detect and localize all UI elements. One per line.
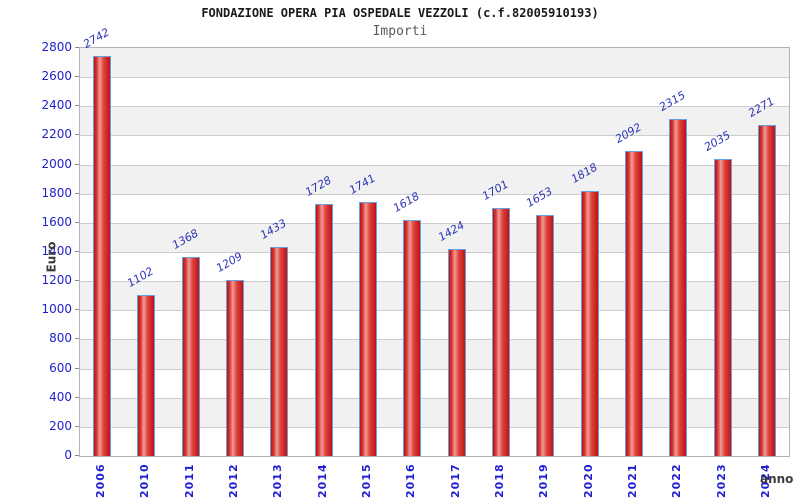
chart-subtitle: Importi: [372, 24, 428, 39]
y-tick-label: 2000: [41, 156, 72, 171]
bar: [181, 256, 200, 456]
y-tick-mark: [75, 396, 79, 398]
bar: [137, 295, 156, 456]
bar: [93, 56, 112, 456]
x-tick-label: 2022: [670, 463, 684, 498]
y-tick-mark: [75, 221, 79, 223]
x-tick-label: 2015: [360, 463, 374, 498]
x-tick-label: 2020: [581, 463, 595, 498]
y-tick-mark: [75, 455, 79, 456]
y-tick-label: 800: [49, 331, 72, 346]
x-tick-label: 2017: [448, 463, 462, 498]
x-axis-title: anno: [760, 472, 794, 486]
gridline: [80, 281, 789, 283]
y-tick-mark: [75, 367, 79, 369]
bar: [270, 247, 289, 456]
y-tick-mark: [75, 47, 79, 48]
bar: [403, 220, 422, 456]
gridline: [80, 193, 789, 195]
background-band: [80, 48, 789, 78]
gridline: [80, 426, 789, 428]
y-tick-label: 1000: [41, 302, 72, 317]
gridline: [80, 368, 789, 370]
y-tick-label: 0: [64, 448, 72, 462]
y-tick-label: 200: [49, 418, 72, 433]
bar: [669, 118, 688, 456]
y-tick-label: 2200: [41, 127, 72, 142]
x-tick-label: 2013: [271, 463, 285, 498]
y-tick-label: 2400: [41, 98, 72, 113]
bar: [713, 159, 732, 456]
y-tick-mark: [75, 192, 79, 194]
x-tick-label: 2012: [227, 463, 241, 498]
y-tick-label: 2600: [41, 69, 72, 84]
x-tick-label: 2014: [315, 463, 329, 498]
y-tick-label: 1600: [41, 214, 72, 229]
y-tick-mark: [75, 105, 79, 107]
y-tick-mark: [75, 280, 79, 282]
gridline: [80, 222, 789, 224]
bar: [580, 191, 599, 456]
y-tick-mark: [75, 76, 79, 78]
y-tick-label: 1800: [41, 185, 72, 200]
y-tick-mark: [75, 251, 79, 252]
y-tick-label: 400: [49, 389, 72, 404]
x-tick-label: 2018: [492, 463, 506, 498]
y-tick-label: 1200: [41, 273, 72, 288]
background-band: [80, 77, 789, 107]
x-tick-label: 2023: [714, 463, 728, 498]
y-tick-mark: [75, 309, 79, 311]
y-tick-mark: [75, 425, 79, 427]
y-axis-title: Euro: [44, 241, 59, 273]
bar: [624, 151, 643, 456]
gridline: [80, 106, 789, 108]
plot-area: [79, 47, 790, 457]
bar: [447, 248, 466, 456]
y-tick-label: 600: [49, 360, 72, 375]
x-tick-label: 2021: [625, 463, 639, 498]
chart-title: FONDAZIONE OPERA PIA OSPEDALE VEZZOLI (c…: [201, 6, 599, 20]
y-tick-label: 1400: [41, 244, 72, 258]
gridline: [80, 135, 789, 137]
x-tick-label: 2010: [138, 463, 152, 498]
gridline: [80, 77, 789, 79]
x-tick-label: 2011: [182, 463, 196, 498]
y-tick-mark: [75, 338, 79, 340]
y-tick-mark: [75, 134, 79, 136]
bar: [314, 204, 333, 456]
x-tick-label: 2019: [537, 463, 551, 498]
gridline: [80, 397, 789, 399]
bar: [226, 279, 245, 456]
gridline: [80, 310, 789, 312]
bar: [491, 208, 510, 456]
gridline: [80, 339, 789, 341]
bar: [359, 202, 378, 456]
x-tick-label: 2016: [404, 463, 418, 498]
bar: [536, 215, 555, 456]
gridline: [80, 164, 789, 166]
y-tick-mark: [75, 163, 79, 165]
gridline: [80, 252, 789, 253]
x-tick-label: 2006: [94, 463, 108, 498]
bar: [757, 125, 776, 456]
y-tick-label: 2800: [41, 40, 72, 54]
